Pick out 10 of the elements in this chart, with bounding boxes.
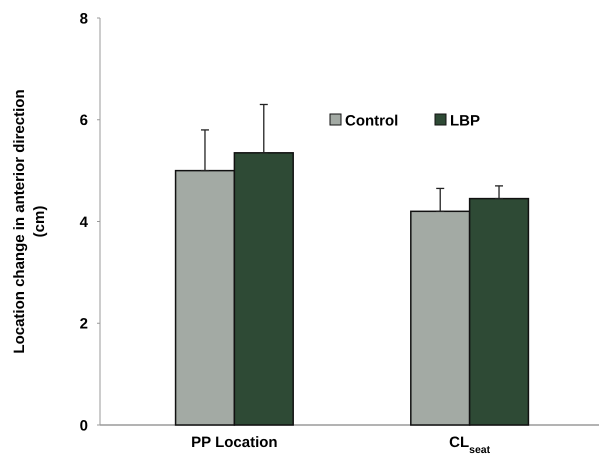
y-tick-label: 0 [80,417,88,434]
x-tick-label: CL$_{seat}$ [449,434,491,456]
y-axis-title: Location change in anterior direction (cm) [11,89,48,354]
y-tick-label: 4 [80,214,89,231]
y-tick-label: 8 [80,10,88,28]
y-tick-label: 6 [80,112,88,129]
legend-label: LBP [450,112,480,130]
x-tick-label: PP Location [191,434,278,451]
y-tick-label: 2 [80,316,88,332]
legend-label: Control [345,112,398,130]
